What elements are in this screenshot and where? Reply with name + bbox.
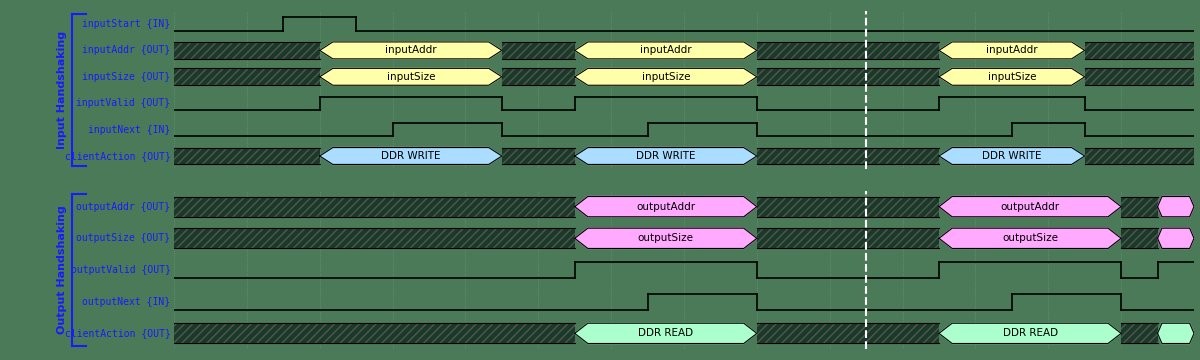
Text: inputAddr: inputAddr <box>385 45 437 55</box>
Text: inputAddr {OUT}: inputAddr {OUT} <box>83 45 170 55</box>
Bar <box>174 228 575 248</box>
Bar <box>757 197 938 217</box>
Polygon shape <box>575 42 757 59</box>
Polygon shape <box>575 148 757 165</box>
Bar <box>502 148 575 165</box>
Bar <box>174 228 575 248</box>
Bar <box>1085 42 1194 59</box>
Bar <box>174 323 575 343</box>
Text: inputSize: inputSize <box>386 72 436 82</box>
Bar <box>1121 197 1158 217</box>
Polygon shape <box>575 228 757 248</box>
Bar <box>1121 323 1158 343</box>
Polygon shape <box>575 197 757 217</box>
Text: Input Handshaking: Input Handshaking <box>58 31 67 149</box>
Bar <box>757 323 938 343</box>
Bar <box>174 197 575 217</box>
Bar <box>174 68 319 85</box>
Text: outputValid {OUT}: outputValid {OUT} <box>71 265 170 275</box>
Bar <box>174 68 319 85</box>
Bar <box>757 42 938 59</box>
Polygon shape <box>938 323 1121 343</box>
Text: outputSize: outputSize <box>637 233 694 243</box>
Bar <box>1085 42 1194 59</box>
Polygon shape <box>938 42 1085 59</box>
Polygon shape <box>938 148 1085 165</box>
Bar <box>757 42 938 59</box>
Bar <box>174 148 319 165</box>
Polygon shape <box>1158 323 1194 343</box>
Bar <box>757 228 938 248</box>
Bar <box>174 42 319 59</box>
Text: inputAddr: inputAddr <box>986 45 1038 55</box>
Bar <box>502 68 575 85</box>
Bar <box>174 197 575 217</box>
Text: clientAction {OUT}: clientAction {OUT} <box>65 151 170 161</box>
Text: Output Handshaking: Output Handshaking <box>58 206 67 334</box>
Text: inputValid {OUT}: inputValid {OUT} <box>77 98 170 108</box>
Polygon shape <box>1158 228 1194 248</box>
Polygon shape <box>319 68 502 85</box>
Polygon shape <box>575 323 757 343</box>
Text: outputSize: outputSize <box>1002 233 1058 243</box>
Bar <box>757 68 938 85</box>
Text: DDR READ: DDR READ <box>1002 328 1057 338</box>
Bar <box>502 42 575 59</box>
Bar <box>757 148 938 165</box>
Text: clientAction {OUT}: clientAction {OUT} <box>65 328 170 338</box>
Polygon shape <box>938 197 1121 217</box>
Bar <box>1121 228 1158 248</box>
Text: inputSize: inputSize <box>642 72 690 82</box>
Text: DDR WRITE: DDR WRITE <box>636 151 696 161</box>
Bar <box>757 68 938 85</box>
Bar <box>757 323 938 343</box>
Bar <box>757 228 938 248</box>
Text: outputSize {OUT}: outputSize {OUT} <box>77 233 170 243</box>
Text: inputSize {OUT}: inputSize {OUT} <box>83 72 170 82</box>
Bar <box>174 42 319 59</box>
Polygon shape <box>319 148 502 165</box>
Text: outputAddr {OUT}: outputAddr {OUT} <box>77 202 170 212</box>
Polygon shape <box>938 228 1121 248</box>
Polygon shape <box>938 68 1085 85</box>
Bar <box>757 197 938 217</box>
Bar <box>757 148 938 165</box>
Text: inputAddr: inputAddr <box>640 45 691 55</box>
Bar <box>502 148 575 165</box>
Text: outputAddr: outputAddr <box>1001 202 1060 212</box>
Bar <box>502 42 575 59</box>
Text: inputSize: inputSize <box>988 72 1036 82</box>
Text: inputStart {IN}: inputStart {IN} <box>83 19 170 29</box>
Text: inputNext {IN}: inputNext {IN} <box>88 125 170 135</box>
Text: DDR WRITE: DDR WRITE <box>382 151 440 161</box>
Text: DDR WRITE: DDR WRITE <box>982 151 1042 161</box>
Text: outputAddr: outputAddr <box>636 202 695 212</box>
Bar <box>1121 323 1158 343</box>
Text: DDR READ: DDR READ <box>638 328 694 338</box>
Bar <box>1085 68 1194 85</box>
Bar <box>174 323 575 343</box>
Bar <box>1121 228 1158 248</box>
Bar <box>1121 197 1158 217</box>
Bar <box>1085 68 1194 85</box>
Bar <box>1085 148 1194 165</box>
Polygon shape <box>319 42 502 59</box>
Text: outputNext {IN}: outputNext {IN} <box>83 297 170 307</box>
Bar <box>174 148 319 165</box>
Bar <box>502 68 575 85</box>
Bar <box>1085 148 1194 165</box>
Polygon shape <box>575 68 757 85</box>
Polygon shape <box>1158 197 1194 217</box>
